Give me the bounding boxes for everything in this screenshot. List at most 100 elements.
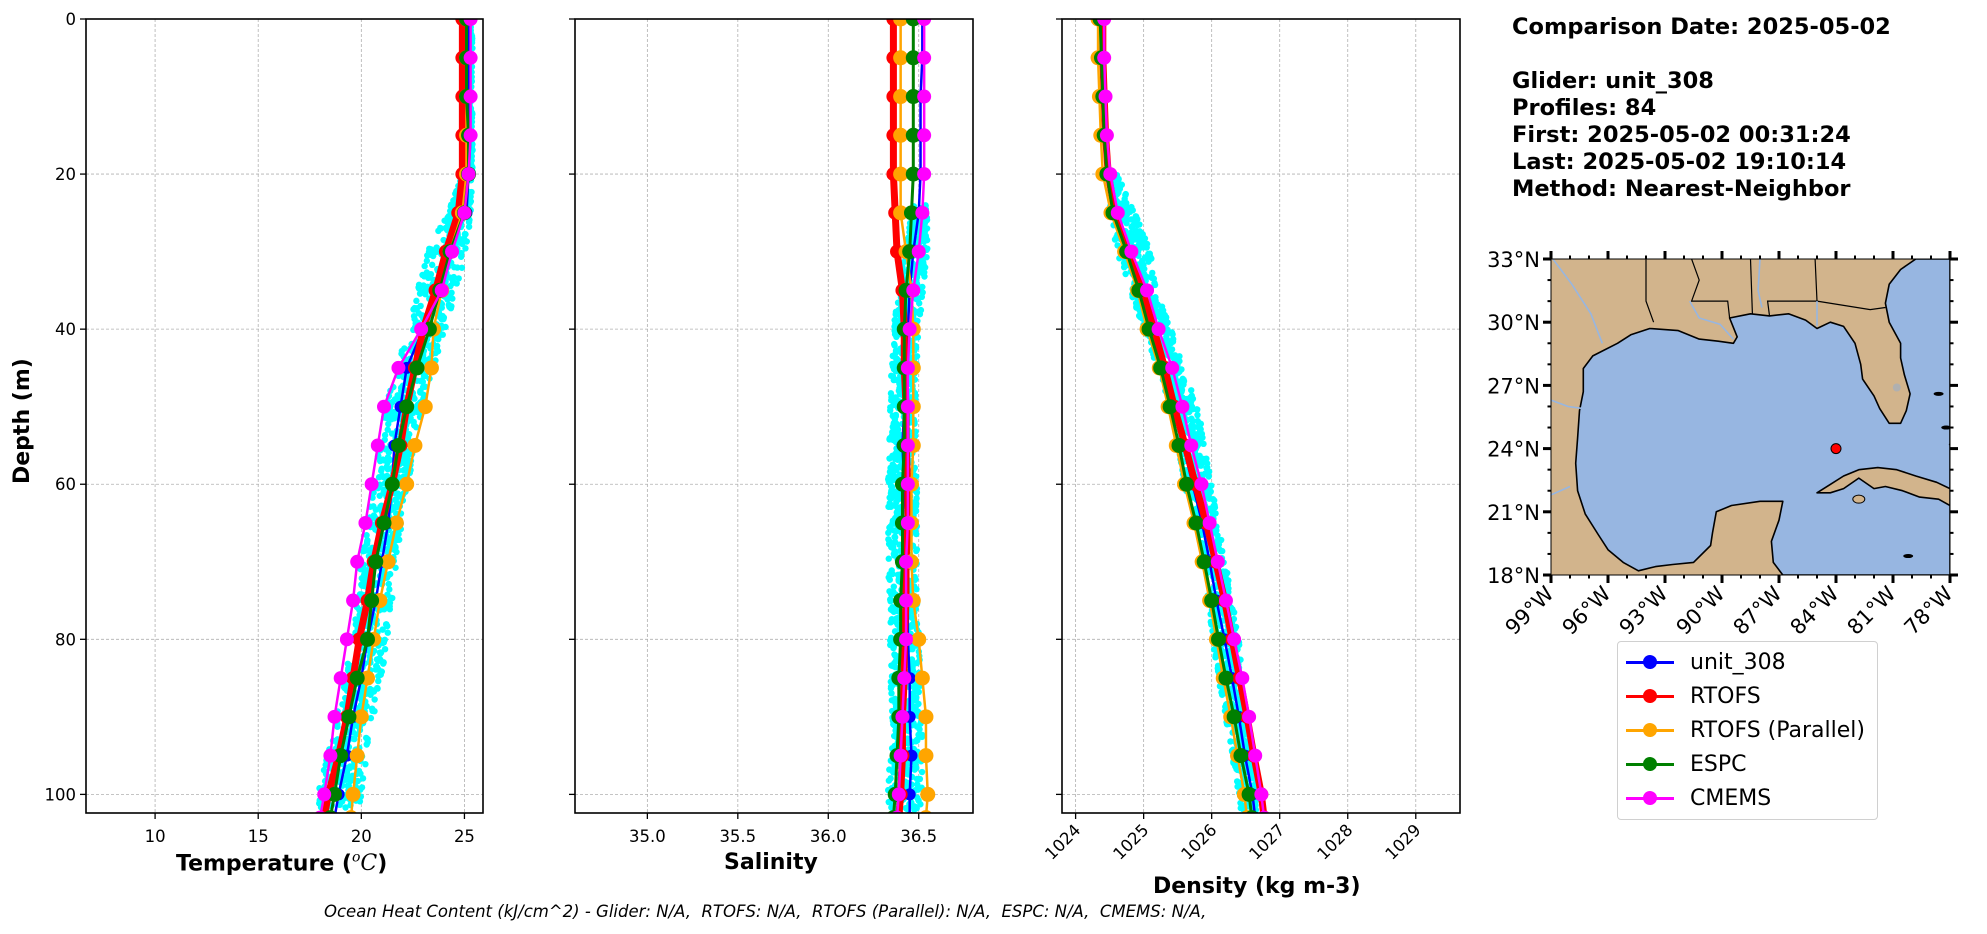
y-axis-label: Depth (m) <box>10 358 35 484</box>
series-marker <box>445 244 460 259</box>
map-lat-label: 24°N <box>1487 438 1540 462</box>
glider-scatter-point <box>442 323 449 331</box>
series-marker <box>463 19 478 26</box>
glider-scatter-point <box>362 760 369 768</box>
glider-scatter-point <box>433 345 441 352</box>
glider-scatter-point <box>1114 184 1122 191</box>
series-marker <box>905 50 921 66</box>
glider-scatter-point <box>887 390 895 397</box>
glider-scatter-point <box>441 217 448 224</box>
series-line <box>896 19 926 813</box>
glider-scatter-point <box>1188 392 1195 399</box>
glider-scatter-point <box>1199 434 1206 441</box>
glider-scatter-point <box>891 547 898 555</box>
glider-scatter-point <box>367 714 375 722</box>
glider-scatter-point <box>885 529 892 537</box>
y-tick-label: 60 <box>55 475 76 494</box>
series-marker <box>897 671 912 686</box>
glider-scatter-point <box>1134 221 1141 229</box>
glider-scatter-point <box>887 606 895 613</box>
glider-scatter-point <box>342 804 349 811</box>
glider-scatter-point <box>895 450 902 458</box>
glider-scatter-point <box>916 775 924 783</box>
glider-scatter-point <box>1232 623 1240 631</box>
glider-scatter-point <box>1194 411 1201 419</box>
glider-scatter-point <box>415 285 423 292</box>
legend-swatch-icon <box>1626 788 1674 808</box>
axes-frame <box>85 18 484 814</box>
glider-scatter-point <box>462 245 469 252</box>
series-marker <box>1210 631 1226 647</box>
glider-scatter-point <box>887 404 894 411</box>
river <box>1689 300 1734 340</box>
map-lat-label: 30°N <box>1487 311 1540 335</box>
glider-scatter-point <box>886 435 893 442</box>
y-tick-label: 40 <box>55 320 76 339</box>
series-marker <box>917 19 932 26</box>
series-marker <box>1227 632 1242 647</box>
glider-scatter-point <box>913 547 920 555</box>
map-lat-label: 33°N <box>1487 248 1540 272</box>
series-marker <box>341 709 357 725</box>
series-marker <box>1188 515 1204 531</box>
series-line <box>892 19 915 813</box>
series-marker <box>364 593 380 609</box>
glider-scatter-point <box>374 657 382 665</box>
cuba <box>1816 466 1950 507</box>
series-marker <box>911 244 926 259</box>
glider-scatter-point <box>893 422 901 430</box>
series-marker <box>461 167 476 182</box>
series-marker <box>1103 167 1118 182</box>
series-marker <box>905 89 921 105</box>
glider-scatter-point <box>887 596 894 603</box>
series-marker <box>1140 283 1155 298</box>
legend-item-espc: ESPC <box>1626 747 1747 781</box>
glider-scatter-point <box>377 650 384 657</box>
glider-scatter-point <box>406 431 413 438</box>
glider-scatter-point <box>383 621 390 628</box>
legend-swatch-icon <box>1626 652 1674 672</box>
x-tick-label: 20 <box>351 827 372 846</box>
method: Method: Nearest-Neighbor <box>1512 176 1851 202</box>
glider-scatter-point <box>378 467 385 475</box>
y-tick-label: 80 <box>55 630 76 649</box>
glider-scatter-point <box>359 775 367 782</box>
glider-scatter-point <box>891 628 899 635</box>
glider-scatter-point <box>358 784 366 791</box>
glider-scatter-point <box>887 619 894 626</box>
glider-scatter-point <box>344 782 351 789</box>
glider-scatter-point <box>891 316 899 324</box>
glider-scatter-point <box>921 273 928 280</box>
glider-scatter-point <box>890 376 898 384</box>
series-marker <box>364 477 379 492</box>
map-panel: 99°W 96°W 93°W 90°W 87°W 84°W 81°W 78°W 18°N 21°N… <box>1487 248 1958 640</box>
glider-scatter-point <box>894 571 902 578</box>
glider-scatter-point <box>1138 244 1145 251</box>
glider-scatter-point <box>356 591 364 598</box>
legend-item-rtofs: RTOFS <box>1626 679 1761 713</box>
legend-swatch-icon <box>1626 686 1674 706</box>
glider-scatter-point <box>386 603 393 610</box>
glider-scatter-point <box>893 396 900 403</box>
glider-scatter-point <box>914 688 922 695</box>
series-marker <box>463 50 478 65</box>
plot-area <box>1090 19 1270 813</box>
glider-scatter-point <box>911 703 919 711</box>
glider-scatter-point <box>1145 250 1152 258</box>
series-marker <box>899 632 914 647</box>
glider-scatter-point <box>370 503 377 510</box>
series-line <box>899 19 930 813</box>
glider-scatter-point <box>392 543 399 550</box>
glider-scatter-point <box>413 297 420 305</box>
glider-scatter-point <box>363 540 371 547</box>
x-tick-label: 1028 <box>1313 820 1356 863</box>
glider-scatter-point <box>887 637 894 644</box>
glider-scatter-point <box>410 422 418 429</box>
series-marker <box>327 709 342 724</box>
series-marker <box>1099 128 1114 143</box>
series-cmems <box>314 19 478 813</box>
temperature-panel: 10 15 20 25 0 20 40 60 80 100 <box>45 10 484 846</box>
series-marker <box>349 670 365 686</box>
x-axis-label-temperature: Temperature (oC) <box>176 850 388 877</box>
glider-scatter-point <box>354 777 362 785</box>
